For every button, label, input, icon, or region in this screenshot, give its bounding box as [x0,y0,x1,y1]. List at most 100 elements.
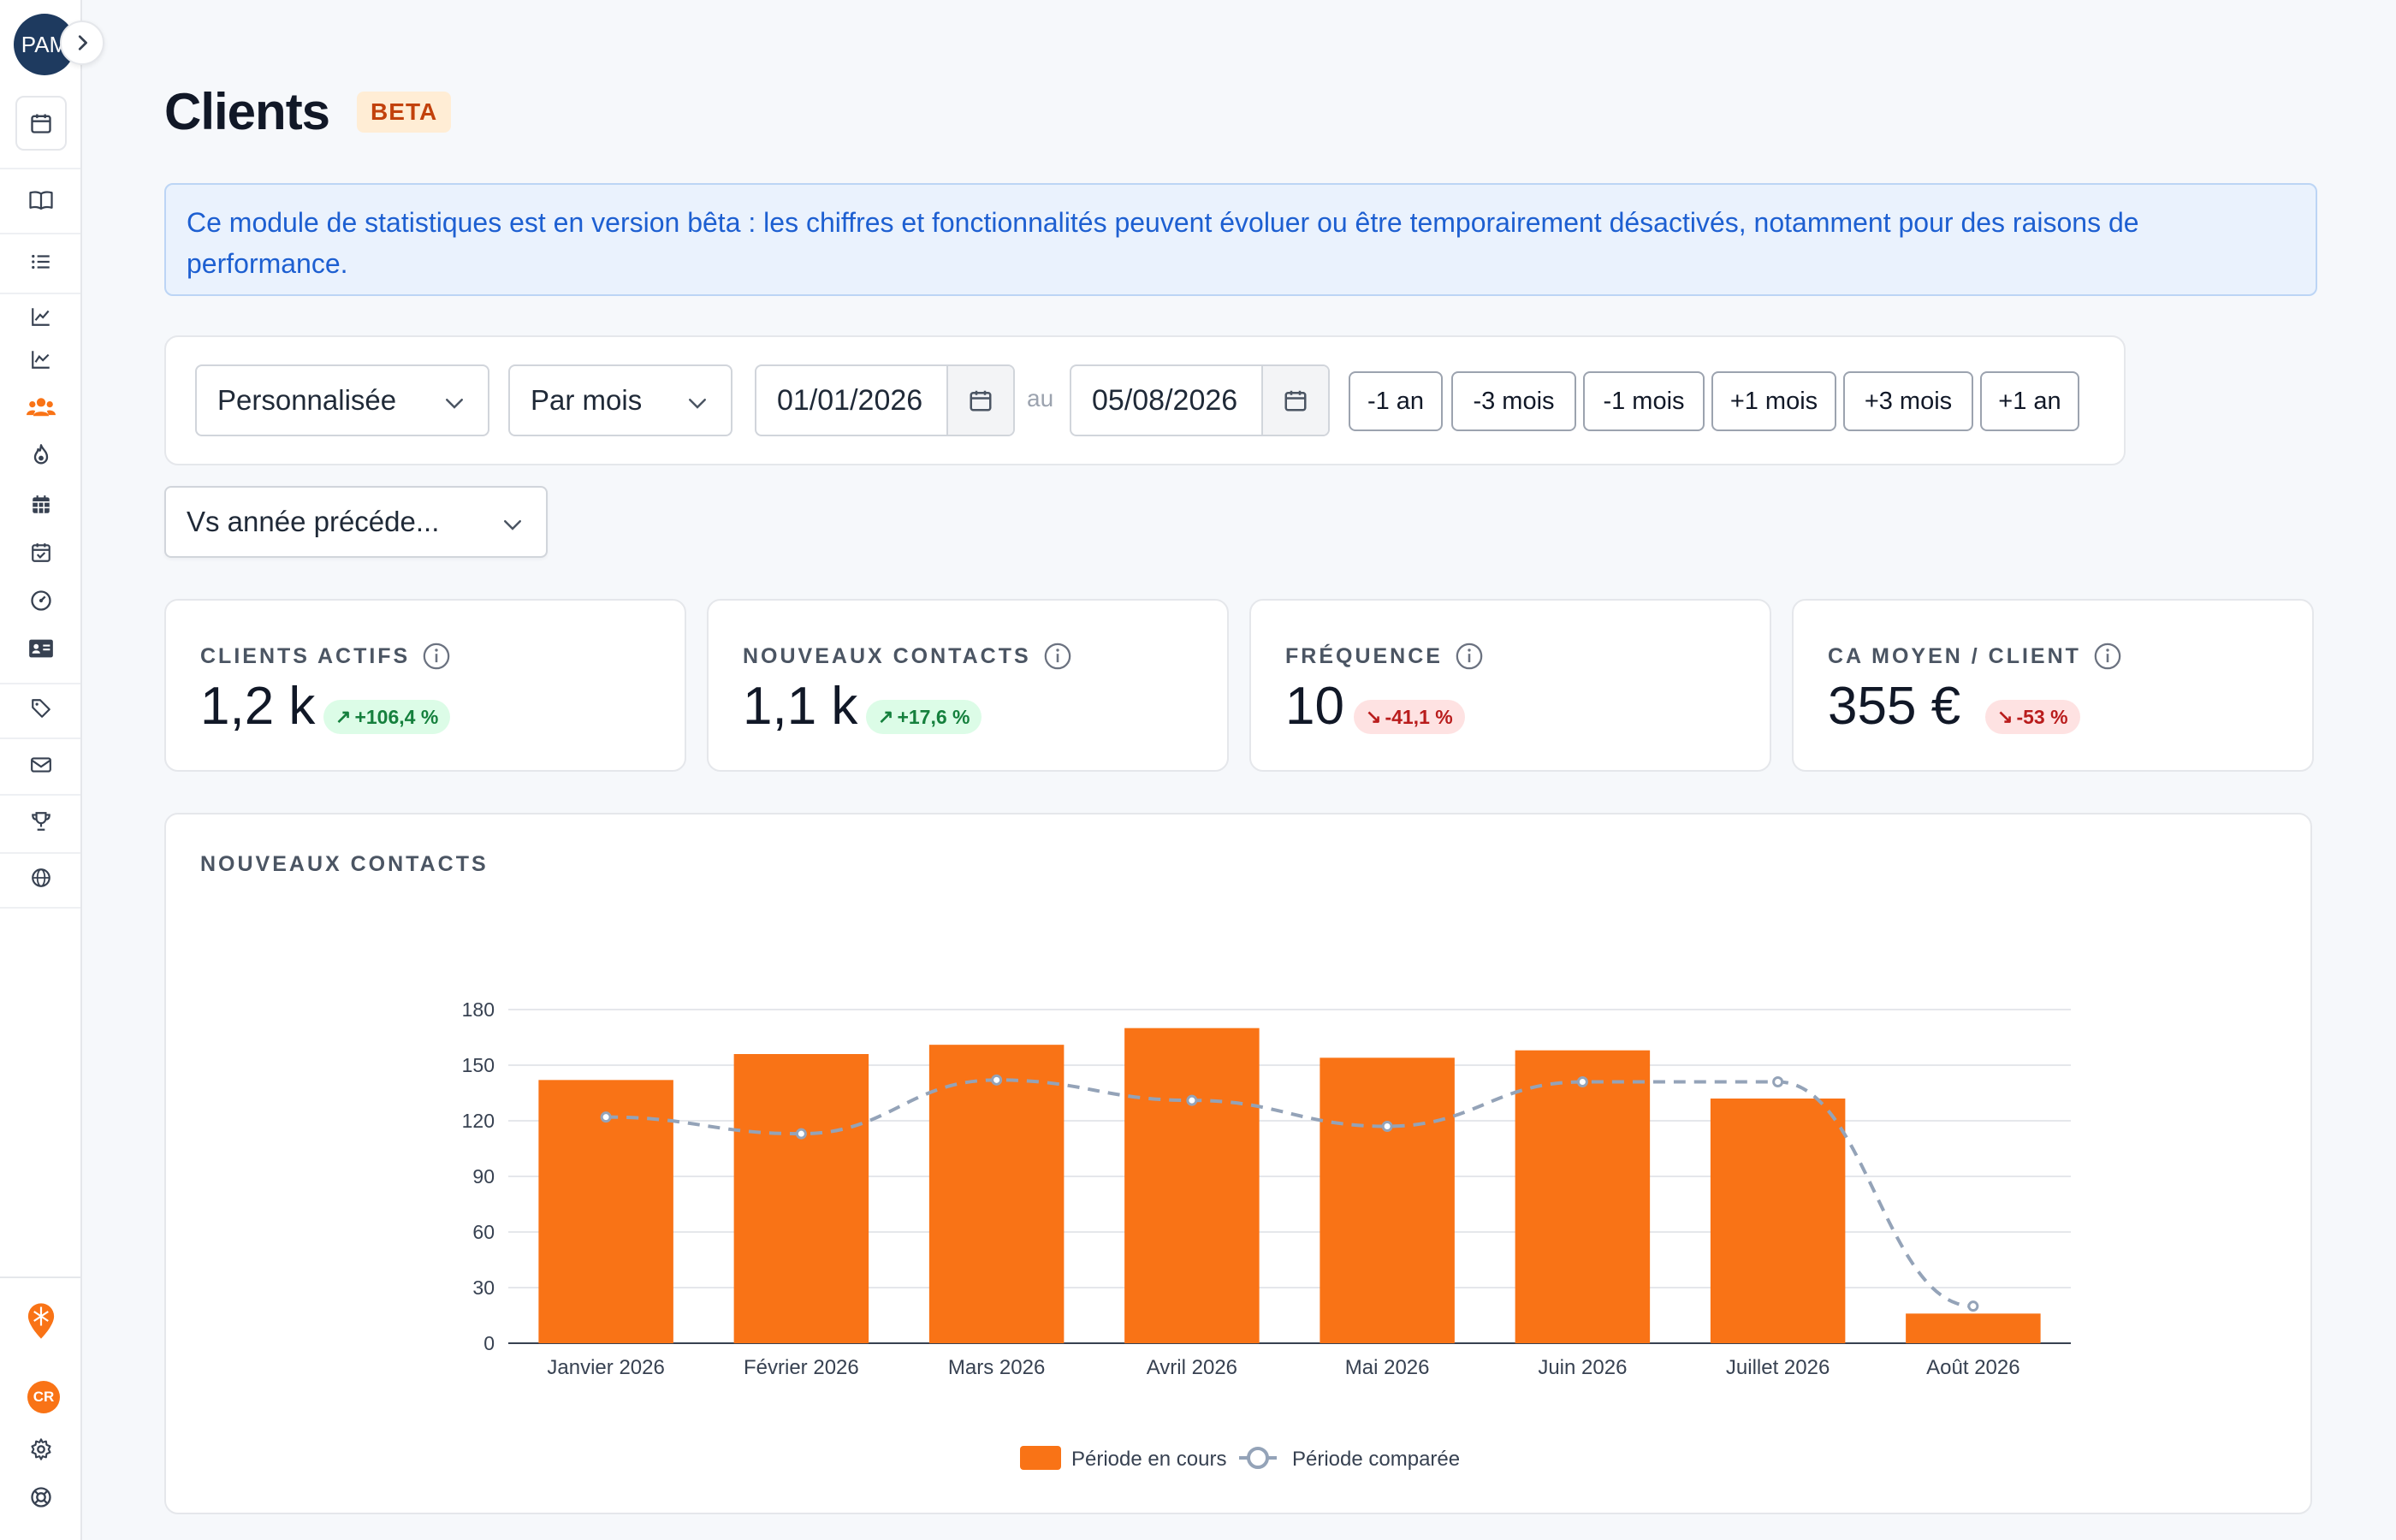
kpi-label: CLIENTS ACTIFS [200,643,411,668]
sidebar-divider [0,168,80,169]
kpi-value: 10 [1285,677,1344,736]
comparison-point [1186,1094,1198,1106]
x-tick-label: Février 2026 [744,1356,859,1379]
kpi-label: NOUVEAUX CONTACTS [743,643,1031,668]
sidebar-item-settings[interactable] [24,1432,58,1466]
date-range-separator: au [1027,385,1054,412]
comparison-point [795,1128,807,1140]
y-tick-label: 120 [462,1110,495,1132]
granularity-select[interactable]: Par mois [508,364,732,436]
kpi-delta-badge: ↘ -41,1 % [1354,700,1465,734]
kpi-card-frequency: FRÉQUENCE 10 ↘ -41,1 % [1249,599,1771,772]
user-badge[interactable]: CR [27,1381,60,1413]
sidebar-divider [0,683,80,684]
sidebar-item-help[interactable] [24,1480,58,1514]
page-title: Clients [164,83,330,140]
arrow-up-right-icon: ↗ [878,706,894,727]
kpi-card-new-contacts: NOUVEAUX CONTACTS 1,1 k ↗ +17,6 % [707,599,1229,772]
x-tick-label: Mars 2026 [948,1356,1045,1379]
sidebar-divider [0,737,80,739]
sidebar-item-contact-card[interactable] [24,631,58,666]
shift-minus-1-month-button[interactable]: -1 mois [1583,371,1705,431]
date-from-field[interactable]: 01/01/2026 [755,364,1015,436]
date-to-field[interactable]: 05/08/2026 [1070,364,1330,436]
sidebar-divider [0,293,80,294]
period-select[interactable]: Personnalisée [195,364,489,436]
fire-icon [33,444,49,465]
sidebar-item-stats-2[interactable] [24,342,58,376]
x-tick-label: Avril 2026 [1147,1356,1237,1379]
sidebar-item-rewards[interactable] [24,804,58,838]
legend-label-current: Période en cours [1071,1448,1226,1471]
sidebar-item-clients[interactable] [24,390,58,424]
y-tick-label: 30 [472,1276,495,1299]
line-chart-icon [32,308,50,326]
sidebar-expand-button[interactable] [60,21,104,65]
sidebar-item-globe[interactable] [24,861,58,895]
sidebar-item-calendar[interactable] [15,96,67,151]
kpi-delta: -53 % [2016,705,2068,728]
x-tick-label: Juin 2026 [1538,1356,1627,1379]
date-from-picker-button[interactable] [946,366,1013,435]
granularity-select-value: Par mois [531,384,643,416]
bar [1124,1028,1260,1343]
users-icon [27,398,56,417]
bar [733,1054,869,1343]
chart-title: NOUVEAUX CONTACTS [200,852,489,876]
kpi-delta-badge: ↘ -53 % [1985,700,2080,734]
kpi-delta-badge: ↗ +17,6 % [866,700,982,734]
comparison-point [1381,1121,1393,1132]
info-icon[interactable] [2093,642,2122,671]
arrow-up-right-icon: ↗ [335,706,352,727]
date-from-value: 01/01/2026 [777,383,923,417]
shift-plus-1-month-button[interactable]: +1 mois [1711,371,1836,431]
comparison-point [600,1111,612,1123]
shift-plus-3-months-button[interactable]: +3 mois [1843,371,1973,431]
calendar-icon [970,390,992,412]
comparison-select[interactable]: Vs année précéde... [164,486,548,558]
bar [1320,1057,1455,1343]
sidebar-item-tags[interactable] [24,691,58,726]
sidebar-item-dashboard[interactable] [24,583,58,618]
comparison-point [1967,1300,1979,1312]
list-icon [32,254,50,270]
sidebar-divider [0,233,80,234]
calendar-grid-icon [33,495,50,513]
calendar-icon [1284,390,1307,412]
line-chart-icon [32,351,50,369]
info-icon[interactable] [1455,642,1484,671]
date-to-value: 05/08/2026 [1092,383,1238,417]
sidebar-item-mail[interactable] [24,748,58,782]
kpi-delta: +17,6 % [897,705,970,728]
sidebar-item-book[interactable] [24,183,58,217]
sidebar-item-fire[interactable] [24,438,58,472]
shift-minus-3-months-button[interactable]: -3 mois [1451,371,1576,431]
calendar-check-icon [32,543,50,562]
id-card-icon [29,639,53,658]
kpi-label: CA MOYEN / CLIENT [1828,643,2081,668]
info-icon[interactable] [1043,642,1072,671]
kpi-value: 355 € [1828,677,1961,736]
shift-minus-1-year-button[interactable]: -1 an [1349,371,1443,431]
kpi-card-active-clients: CLIENTS ACTIFS 1,2 k ↗ +106,4 % [164,599,686,772]
shift-plus-1-year-button[interactable]: +1 an [1980,371,2079,431]
sidebar-item-list[interactable] [24,245,58,279]
sidebar-item-calendar-check[interactable] [24,536,58,570]
kpi-label-wrap: CLIENTS ACTIFS [200,642,451,671]
sidebar-item-stats-1[interactable] [24,299,58,334]
location-pin-icon [27,1303,55,1339]
date-to-picker-button[interactable] [1261,366,1328,435]
trophy-icon [32,812,50,831]
x-tick-label: Août 2026 [1926,1356,2019,1379]
beta-info-banner: Ce module de statistiques est en version… [164,183,2317,296]
chevron-down-icon [446,399,463,409]
kpi-delta-badge: ↗ +106,4 % [323,700,451,734]
sidebar-item-calendar-grid[interactable] [24,488,58,522]
bar [1906,1313,2041,1343]
sidebar-item-brand[interactable] [24,1303,58,1339]
gear-icon [31,1438,51,1460]
info-icon[interactable] [422,642,451,671]
sidebar-divider [0,852,80,854]
comparison-point [991,1074,1003,1086]
kpi-label: FRÉQUENCE [1285,643,1443,668]
